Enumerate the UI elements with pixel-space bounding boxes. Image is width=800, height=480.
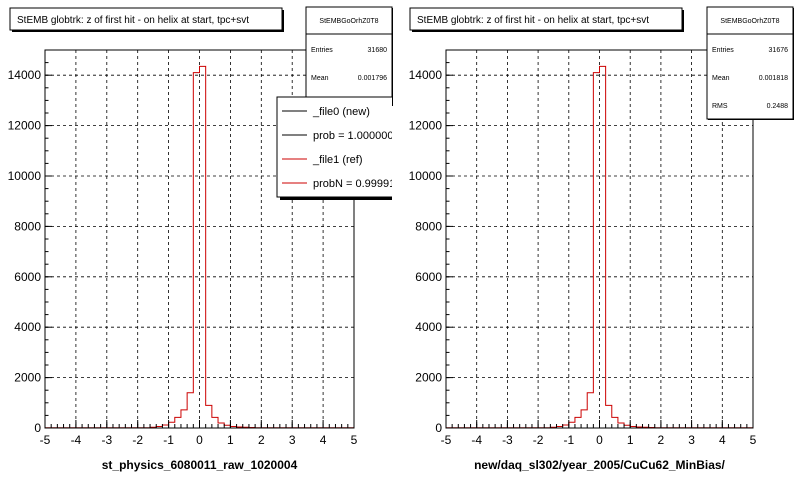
x-tick-label: -1 <box>163 433 174 447</box>
y-tick-label: 0 <box>34 421 41 435</box>
stats-label: Mean <box>712 75 730 82</box>
x-tick-label: -2 <box>132 433 143 447</box>
histogram-bin <box>162 425 168 428</box>
x-tick-label: -2 <box>533 433 544 447</box>
x-tick-label: 0 <box>596 433 603 447</box>
x-tick-label: -3 <box>101 433 112 447</box>
y-tick-label: 14000 <box>8 68 42 82</box>
histogram-bin <box>612 417 618 427</box>
x-tick-label: -1 <box>563 433 574 447</box>
stats-name: StEMBGoOrhZ0T8 <box>319 18 378 25</box>
x-tick-label: 1 <box>227 433 234 447</box>
legend-entry: prob = 1.000000 <box>313 130 393 142</box>
legend-box <box>276 96 392 198</box>
x-tick-label: -5 <box>441 433 452 447</box>
x-tick-label: 3 <box>289 433 296 447</box>
y-tick-label: 12000 <box>409 119 443 133</box>
y-tick-label: 10000 <box>409 169 443 183</box>
y-tick-label: 8000 <box>14 219 41 233</box>
legend: _file0 (new) prob = 1.000000 _file1 (ref) p… <box>276 96 395 200</box>
y-tick-label: 4000 <box>14 320 41 334</box>
histogram-bin <box>563 425 569 428</box>
y-tick-label: 6000 <box>14 270 41 284</box>
stats-label: Mean <box>311 75 329 82</box>
y-tick-label: 4000 <box>415 320 442 334</box>
histogram-bin <box>593 73 599 428</box>
histogram-bin <box>600 66 606 427</box>
histogram-bin <box>169 422 175 428</box>
legend-entry: _file0 (new) <box>312 106 370 118</box>
x-tick-label: -3 <box>502 433 513 447</box>
y-tick-label: 2000 <box>415 371 442 385</box>
x-tick-label: 5 <box>750 433 757 447</box>
stats-label: Entries <box>712 47 734 54</box>
histogram-bin <box>175 417 181 427</box>
x-tick-label: -4 <box>471 433 482 447</box>
stats-label: RMS <box>712 103 728 110</box>
chart-title: StEMB globtrk: z of first hit - on helix… <box>417 15 649 26</box>
histogram-series-line <box>446 65 753 429</box>
x-tick-label: -5 <box>40 433 51 447</box>
histogram-bin <box>569 422 575 428</box>
histogram-bin <box>212 417 218 427</box>
y-tick-label: 6000 <box>415 270 442 284</box>
y-tick-label: 8000 <box>415 219 442 233</box>
histogram-bin <box>606 405 612 427</box>
histogram-bin <box>587 393 593 428</box>
histogram-panel: 0 2000 4000 6000 8000 10000 12000 14000 -5 -4 -3 -2… <box>409 6 794 472</box>
x-tick-label: -4 <box>71 433 82 447</box>
histogram-bin <box>187 393 193 428</box>
histogram-bin <box>618 423 624 428</box>
legend-entry: _file1 (ref) <box>312 154 363 166</box>
legend-entry: probN = 0.99991 <box>313 178 395 190</box>
x-tick-label: 4 <box>320 433 327 447</box>
y-tick-label: 14000 <box>409 68 443 82</box>
stats-box <box>305 6 393 106</box>
title-box <box>9 7 283 31</box>
title-box <box>409 7 683 31</box>
histogram-series-line <box>45 65 354 429</box>
stats-label: Entries <box>311 47 333 54</box>
chart-title: StEMB globtrk: z of first hit - on helix… <box>17 15 249 26</box>
histogram-bin <box>218 423 224 428</box>
y-tick-label: 12000 <box>8 119 42 133</box>
stats-value: 31680 <box>368 47 388 54</box>
y-tick-label: 10000 <box>8 169 42 183</box>
stats-value: 31676 <box>769 47 789 54</box>
x-axis-label: new/daq_sl302/year_2005/CuCu62_MinBias/ <box>474 458 725 472</box>
histogram-bin <box>581 410 587 428</box>
x-tick-label: 0 <box>196 433 203 447</box>
stats-value: 0.001818 <box>759 75 788 82</box>
x-tick-label: 2 <box>258 433 265 447</box>
x-axis-label: st_physics_6080011_raw_1020004 <box>102 458 298 472</box>
histogram-bin <box>193 73 199 428</box>
histogram-bin <box>575 417 581 427</box>
stats-name: StEMBGoOrhZ0T8 <box>720 18 779 25</box>
x-tick-label: 1 <box>627 433 634 447</box>
stats-value: 0.2488 <box>767 103 789 110</box>
stats-value: 0.001796 <box>358 75 387 82</box>
histogram-bin <box>181 410 187 428</box>
y-tick-label: 2000 <box>14 371 41 385</box>
histogram-panel: 0 2000 4000 6000 8000 10000 12000 14000 -5 -4 -3 -2… <box>8 6 395 472</box>
x-tick-label: 2 <box>658 433 665 447</box>
x-tick-label: 5 <box>351 433 358 447</box>
x-tick-label: 4 <box>719 433 726 447</box>
histogram-bin <box>224 425 230 428</box>
histogram-bin <box>206 405 212 427</box>
y-tick-label: 0 <box>435 421 442 435</box>
histogram-bin <box>624 425 630 428</box>
x-tick-label: 3 <box>688 433 695 447</box>
histogram-bin <box>200 66 206 427</box>
stats-box <box>706 6 794 120</box>
